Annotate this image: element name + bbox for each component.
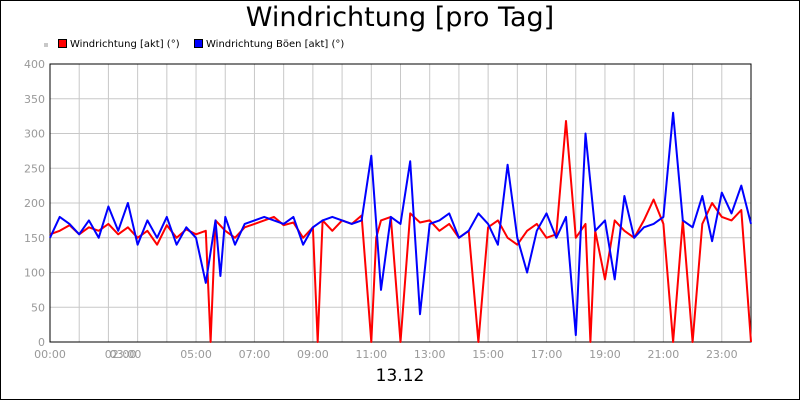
chart-title: Windrichtung [pro Tag]	[245, 2, 555, 33]
x-axis-date-label: 13.12	[375, 366, 425, 386]
series-line-2	[49, 111, 752, 337]
x-tick-label: 17:00	[531, 348, 563, 361]
y-tick-label: 400	[24, 58, 45, 71]
x-tick-label: 19:00	[589, 348, 621, 361]
legend-item-series-2: Windrichtung Böen [akt] (°)	[194, 39, 344, 50]
y-tick-label: 0	[38, 336, 45, 349]
x-tick-label: 05:00	[180, 348, 212, 361]
y-tick-label: 350	[24, 93, 45, 106]
legend-label-series-2: Windrichtung Böen [akt] (°)	[206, 39, 345, 50]
y-tick-label: 100	[24, 267, 45, 280]
legend-label-series-1: Windrichtung [akt] (°)	[70, 39, 180, 50]
legend-swatch-series-2	[194, 39, 203, 48]
x-tick-label: 11:00	[355, 348, 387, 361]
legend-marker-icon	[44, 43, 48, 47]
x-tick-label: 07:00	[239, 348, 271, 361]
x-tick-label: 02:00	[105, 348, 137, 361]
y-tick-label: 150	[24, 232, 45, 245]
x-tick-label: 21:00	[648, 348, 680, 361]
legend-swatch-series-1	[58, 39, 67, 48]
x-tick-label: 00:00	[34, 348, 66, 361]
legend-item-series-1: Windrichtung [akt] (°)	[58, 39, 180, 50]
x-tick-label: 13:00	[414, 348, 446, 361]
y-tick-label: 50	[31, 301, 45, 314]
y-tick-label: 200	[24, 197, 45, 210]
x-tick-label: 09:00	[297, 348, 329, 361]
x-tick-label: 23:00	[706, 348, 738, 361]
y-tick-label: 250	[24, 162, 45, 175]
x-tick-label: 15:00	[472, 348, 504, 361]
y-tick-label: 300	[24, 128, 45, 141]
x-tick-label: 03:00	[110, 348, 142, 361]
